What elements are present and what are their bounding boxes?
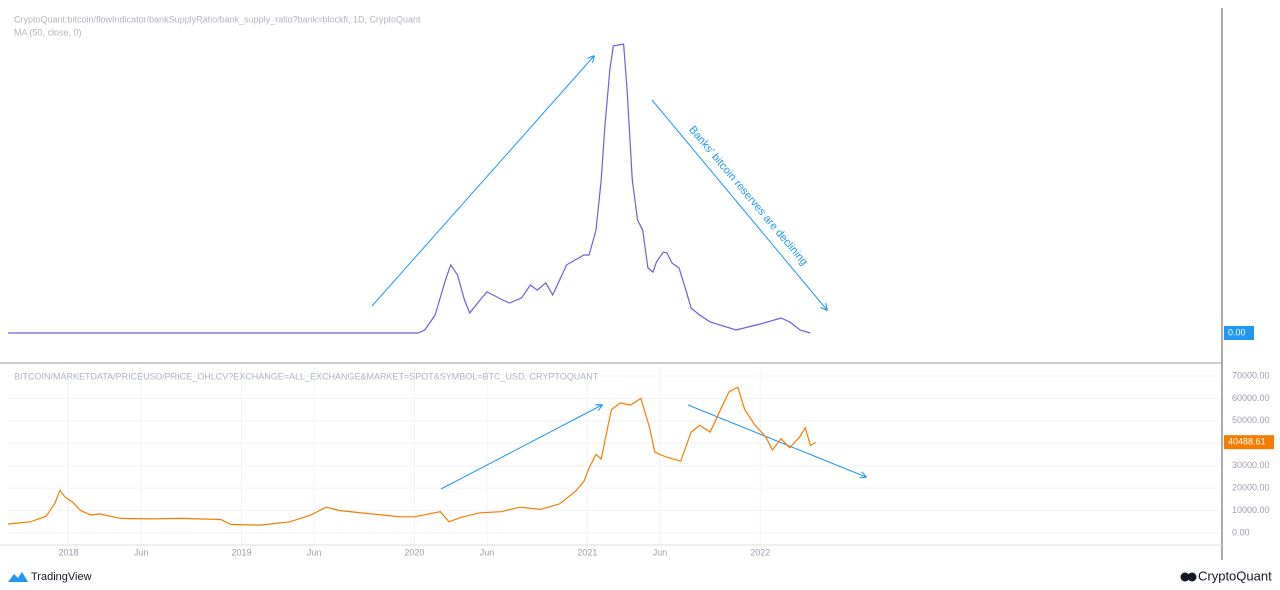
y-tick-label: 20000.00	[1232, 483, 1270, 493]
x-tick-label: 2022	[750, 547, 770, 557]
x-tick-label: Jun	[134, 547, 149, 557]
y-tick-label: 70000.00	[1232, 370, 1270, 380]
y-tick-label: 60000.00	[1232, 393, 1270, 403]
footer-left: TradingView	[31, 571, 92, 583]
annotation-text: Banks' bitcoin reserves are declining	[686, 124, 810, 268]
footer-right: CryptoQuant	[1198, 568, 1272, 583]
data-line	[7, 386, 816, 526]
pane-title: CryptoQuant:bitcoin/flowIndicator/bankSu…	[14, 14, 421, 24]
annotation-arrow	[440, 405, 602, 490]
y-tick-label: 50000.00	[1232, 415, 1270, 425]
y-tick-box	[1224, 325, 1254, 340]
grid	[8, 366, 1222, 545]
tradingview-logo: TradingView	[8, 571, 92, 583]
pane-title: BITCOIN/MARKETDATA/PRICEUSD/PRICE_OHLCV?…	[14, 371, 599, 381]
marks: 0.000.0010000.0020000.0030000.0040000.00…	[7, 43, 1274, 557]
y-tick-label: 0.00	[1228, 327, 1246, 337]
annotation-arrow	[371, 56, 594, 307]
x-tick-label: 2019	[231, 547, 251, 557]
annotation-arrow	[651, 99, 827, 310]
x-tick-label: 2020	[404, 547, 424, 557]
pane-subtitle: MA (50, close, 0)	[14, 27, 82, 37]
y-tick-label: 10000.00	[1232, 505, 1270, 515]
last-value-box	[1224, 435, 1274, 450]
y-tick-label: 30000.00	[1232, 460, 1270, 470]
last-value-label: 40488.61	[1228, 437, 1266, 447]
x-tick-label: Jun	[307, 547, 322, 557]
x-tick-label: 2021	[577, 547, 597, 557]
y-tick-label: 0.00	[1232, 527, 1250, 537]
x-tick-label: 2018	[59, 547, 79, 557]
cryptoquant-logo: CryptoQuant	[1180, 568, 1272, 583]
x-tick-label: Jun	[653, 547, 668, 557]
x-tick-label: Jun	[480, 547, 495, 557]
data-line	[8, 43, 811, 334]
